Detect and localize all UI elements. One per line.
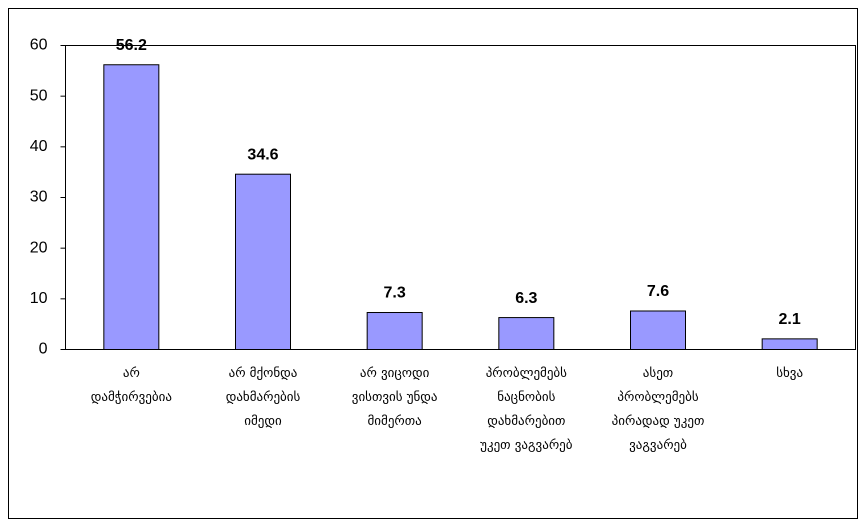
y-tick-label: 0 — [39, 341, 48, 358]
bar — [761, 338, 818, 350]
value-label: 7.6 — [647, 283, 669, 300]
value-label: 34.6 — [247, 146, 278, 163]
value-label: 7.3 — [384, 285, 406, 302]
y-tick-label: 20 — [30, 239, 48, 256]
y-tick-label: 40 — [30, 138, 48, 155]
bar — [366, 312, 423, 351]
y-tick-label: 60 — [30, 37, 48, 54]
bar — [498, 317, 555, 350]
x-tick-label: არ დამჭირვებია — [90, 366, 172, 405]
y-tick-label: 30 — [30, 189, 48, 206]
bar — [235, 173, 291, 350]
chart-frame — [8, 8, 858, 519]
bar — [630, 310, 686, 351]
x-tick-label: არ მქონდა დახმარების იმედი — [225, 366, 301, 429]
x-tick-label: პრობლემებს ნაცნობის დახმარებით უკეთ ვაგვ… — [480, 366, 573, 453]
x-tick-label: არ ვიცოდი ვისთვის უნდა მიმერთა — [351, 366, 438, 429]
value-label: 56.2 — [116, 37, 147, 54]
y-tick-label: 10 — [30, 290, 48, 307]
plot-frame — [65, 45, 856, 350]
value-label: 2.1 — [779, 311, 801, 328]
x-tick-label: ასეთ პრობლემებს პირადად უკეთ ვაგვარებ — [611, 366, 705, 453]
value-label: 6.3 — [515, 290, 537, 307]
y-tick-label: 50 — [30, 87, 48, 104]
x-tick-label: სხვა — [776, 366, 804, 381]
bar — [103, 64, 160, 351]
